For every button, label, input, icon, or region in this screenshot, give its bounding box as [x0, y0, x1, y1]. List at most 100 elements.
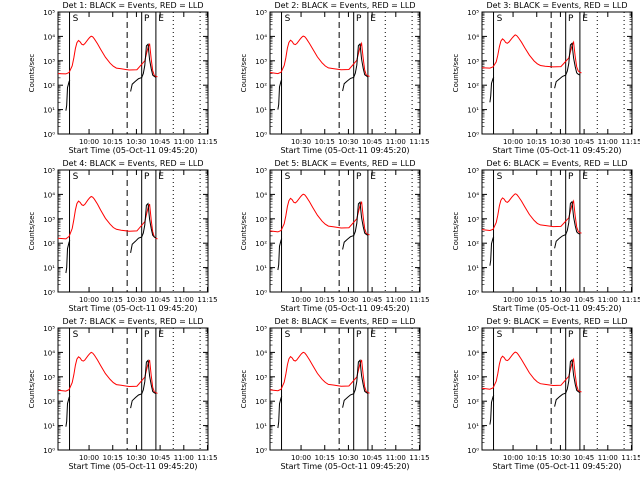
- x-tick-label: 10:00: [79, 296, 99, 304]
- marker-flag-p: P: [356, 172, 362, 182]
- y-tick-label: 10²: [255, 398, 267, 406]
- y-tick-label: 10⁵: [255, 167, 267, 175]
- marker-flag-e: E: [582, 330, 588, 340]
- x-tick-label: 10:45: [150, 138, 170, 146]
- marker-flag-p: P: [144, 14, 150, 24]
- x-tick-label: 10:30: [550, 296, 570, 304]
- y-tick-label: 10¹: [43, 107, 55, 115]
- y-tick-label: 10⁴: [467, 191, 479, 199]
- y-tick-label: 10³: [467, 216, 479, 224]
- x-tick-label: 11:00: [174, 296, 194, 304]
- y-axis-label: Counts/sec: [452, 370, 460, 409]
- x-tick-label: 10:45: [362, 296, 382, 304]
- series-line-lld: [269, 35, 370, 77]
- y-tick-label: 10¹: [255, 107, 267, 115]
- series-line-lld: [481, 351, 582, 393]
- x-axis-label: Start Time (05-Oct-11 09:45:20): [492, 304, 621, 313]
- x-tick-label: 10:30: [550, 454, 570, 462]
- series-line-events: [489, 77, 495, 103]
- series-line-events: [130, 202, 157, 253]
- y-tick-label: 10³: [255, 374, 267, 382]
- y-tick-label: 10⁵: [255, 9, 267, 17]
- y-tick-label: 10²: [467, 240, 479, 248]
- chart-title: Det 2: BLACK = Events, RED = LLD: [275, 1, 416, 10]
- x-tick-label: 11:15: [409, 296, 429, 304]
- marker-flag-p: P: [568, 172, 574, 182]
- series-line-events: [130, 43, 157, 92]
- y-tick-label: 10⁴: [255, 349, 267, 357]
- y-tick-label: 10⁰: [467, 289, 479, 297]
- x-tick-label: 11:15: [409, 454, 429, 462]
- x-tick-label: 10:15: [527, 138, 547, 146]
- x-tick-label: 10:45: [150, 296, 170, 304]
- series-line-lld: [481, 193, 582, 234]
- series-line-events: [277, 396, 283, 429]
- plot-frame: [57, 327, 209, 451]
- x-tick-label: 10:45: [574, 454, 594, 462]
- y-tick-label: 10⁵: [467, 325, 479, 333]
- y-axis-label: Counts/sec: [28, 212, 36, 251]
- x-tick-label: 10:45: [150, 454, 170, 462]
- y-tick-label: 10¹: [467, 423, 479, 431]
- series-line-events: [65, 79, 71, 111]
- marker-flag-p: P: [144, 172, 150, 182]
- series-line-lld: [269, 351, 370, 394]
- x-axis-label: Start Time (05-Oct-11 09:45:20): [492, 462, 621, 471]
- y-tick-label: 10⁵: [467, 9, 479, 17]
- y-axis-label: Counts/sec: [452, 212, 460, 251]
- marker-flag-e: E: [582, 172, 588, 182]
- series-line-events: [342, 201, 369, 250]
- x-tick-label: 10:00: [503, 296, 523, 304]
- y-tick-label: 10²: [43, 82, 55, 90]
- y-tick-label: 10⁴: [467, 349, 479, 357]
- chart-panel-6: 10⁰ 10¹ 10² 10³ 10⁴ 10⁵ 10:00 10:15 10:30 10:45 11…: [452, 159, 640, 313]
- x-tick-label: 10:30: [126, 454, 146, 462]
- x-tick-label: 11:15: [621, 454, 640, 462]
- marker-flag-s: S: [285, 172, 291, 182]
- y-tick-label: 10⁵: [467, 167, 479, 175]
- chart-panel-5: 10⁰ 10¹ 10² 10³ 10⁴ 10⁵ 10:00 10:15 10:30 10:45 11…: [240, 159, 430, 313]
- series-line-lld: [57, 35, 158, 78]
- x-tick-label: 11:00: [174, 454, 194, 462]
- x-tick-label: 10:45: [574, 138, 594, 146]
- x-tick-label: 10:00: [291, 454, 311, 462]
- series-line-events: [65, 395, 71, 427]
- y-tick-label: 10⁴: [255, 191, 267, 199]
- chart-panel-7: 10⁰ 10¹ 10² 10³ 10⁴ 10⁵ 10:00 10:15 10:30 10:45 11…: [28, 317, 218, 471]
- y-tick-label: 10³: [43, 374, 55, 382]
- y-tick-label: 10⁰: [467, 447, 479, 455]
- x-tick-label: 11:00: [598, 454, 618, 462]
- y-tick-label: 10¹: [467, 265, 479, 273]
- marker-flag-p: P: [568, 330, 574, 340]
- y-tick-label: 10³: [255, 216, 267, 224]
- y-tick-label: 10¹: [255, 265, 267, 273]
- series-line-lld: [57, 195, 158, 240]
- y-tick-label: 10⁰: [43, 131, 55, 139]
- chart-panel-1: 10⁰ 10¹ 10² 10³ 10⁴ 10⁵ 10:00 10:15 10:30 10:45 11…: [28, 1, 218, 155]
- y-tick-label: 10⁴: [255, 33, 267, 41]
- chart-title: Det 1: BLACK = Events, RED = LLD: [63, 1, 204, 10]
- series-line-events: [489, 236, 495, 266]
- y-tick-label: 10⁴: [467, 33, 479, 41]
- x-tick-label: 10:00: [291, 296, 311, 304]
- marker-flag-p: P: [568, 14, 574, 24]
- chart-title: Det 4: BLACK = Events, RED = LLD: [63, 159, 204, 168]
- y-tick-label: 10³: [255, 58, 267, 66]
- x-tick-label: 10:15: [315, 138, 335, 146]
- y-tick-label: 10³: [467, 374, 479, 382]
- series-line-events: [554, 42, 581, 89]
- x-tick-label: 11:00: [386, 296, 406, 304]
- y-tick-label: 10⁰: [43, 289, 55, 297]
- x-tick-label: 10:15: [527, 454, 547, 462]
- y-tick-label: 10⁰: [43, 447, 55, 455]
- marker-flag-p: P: [144, 330, 150, 340]
- marker-flag-e: E: [370, 172, 376, 182]
- series-line-events: [277, 238, 283, 271]
- y-tick-label: 10⁰: [255, 447, 267, 455]
- plot-frame: [481, 327, 633, 451]
- x-tick-label: 10:15: [103, 454, 123, 462]
- plot-frame: [57, 169, 209, 293]
- chart-title: Det 6: BLACK = Events, RED = LLD: [487, 159, 628, 168]
- y-axis-label: Counts/sec: [240, 370, 248, 409]
- x-tick-label: 10:45: [362, 454, 382, 462]
